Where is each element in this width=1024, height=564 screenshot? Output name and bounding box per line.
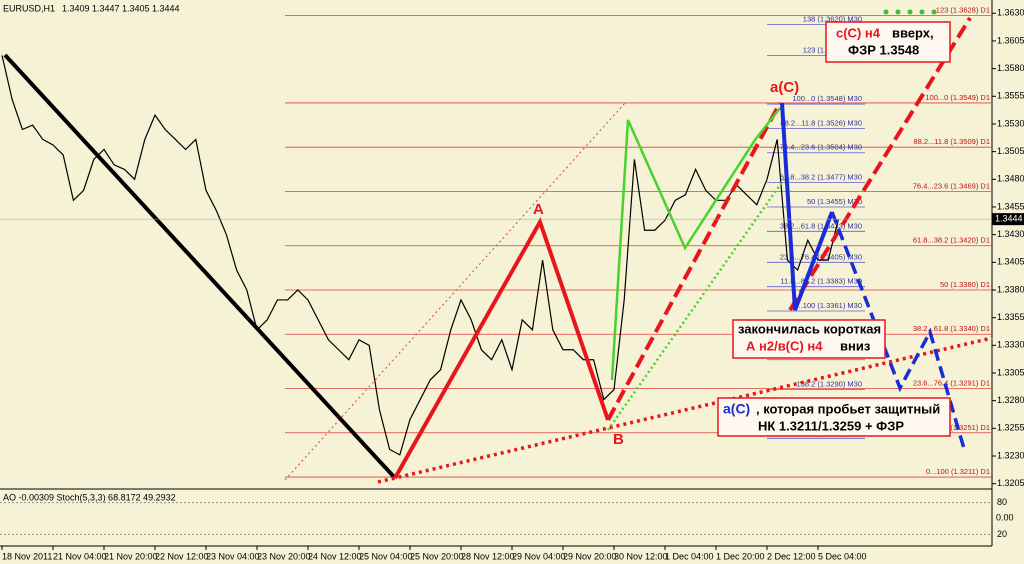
annotation-box [717,397,951,437]
fib-label: 23.6...76.4 (1.3291) D1 [913,378,990,387]
y-tick-label: 1.3255 [997,423,1024,433]
price-line [1,55,839,456]
ao-zero-label: 0.00 [996,512,1014,522]
y-tick-label: 1.3355 [997,312,1024,322]
y-tick-label: 1.3505 [997,146,1024,156]
y-tick-label: 1.3205 [997,478,1024,488]
fib-label: 0...100 (1.3361) M30 [792,301,862,310]
fib-label: 88.2...11.8 (1.3526) M30 [780,118,862,127]
trend-line [606,174,789,431]
y-tick-label: 1.3480 [997,174,1024,184]
fib-label: 123 (1.3628) D1 [936,5,990,14]
ohlc: 1.3447 [92,3,120,13]
fib-label: 50 (1.3380) D1 [940,280,990,289]
fib-label: 100...0 (1.3549) D1 [925,93,990,102]
symbol: EURUSD,H1 [3,3,55,13]
y-tick-label: 1.3605 [997,35,1024,45]
fib-label: 100...0 (1.3548) M30 [792,94,862,103]
annotation: , которая пробьет защитный [756,401,940,416]
x-tick-label: 29 Nov 04:00 [512,551,566,561]
fib-label: 0...100 (1.3211) D1 [926,467,990,476]
indicator-tick-label: 80 [997,497,1007,507]
fib-label: 76.4...23.6 (1.3504) M30 [780,143,862,152]
annotation-box [732,319,886,359]
x-tick-label: 25 Nov 20:00 [410,551,464,561]
x-tick-label: 29 Nov 20:00 [563,551,617,561]
x-tick-label: 21 Nov 20:00 [104,551,158,561]
indicator-label: AO -0.00309 Stoch(5,3,3) 68.8172 49.2932 [3,492,176,502]
fib-label: 11.8...88.2 (1.3251) D1 [913,423,990,432]
y-tick-label: 1.3455 [997,201,1024,211]
dot [919,9,925,15]
y-tick-label: 1.3430 [997,229,1024,239]
wave-line [393,217,610,479]
current-price-box [992,213,1024,226]
annotation: а(С) [723,401,750,417]
x-tick-label: 1 Dec 04:00 [665,551,714,561]
y-tick-label: 1.3405 [997,257,1024,267]
wave-label: a(C) [770,79,799,96]
fib-label: 38.2...61.8 (1.3433) M30 [780,221,862,230]
x-tick-label: 23 Nov 20:00 [257,551,311,561]
wave-line [780,102,834,311]
y-tick-label: 1.3280 [997,395,1024,405]
y-tick-label: 1.3630 [997,8,1024,18]
annotation: закончилась короткая [738,321,881,336]
x-tick-label: 18 Nov 2011 [2,551,52,561]
current-price-label: 1.3444 [995,214,1023,224]
wave-line [830,211,967,453]
fib-label: 76.4...23.6 (1.3469) D1 [913,181,990,190]
x-tick-label: 2 Dec 12:00 [767,551,816,561]
x-tick-label: 21 Nov 04:00 [53,551,107,561]
y-tick-label: 1.3580 [997,63,1024,73]
x-tick-label: 25 Nov 04:00 [359,551,413,561]
fib-label: 61.8...38.2 (1.3420) D1 [913,236,990,245]
dot [895,9,901,15]
wave-line [788,16,972,312]
x-tick-label: 24 Nov 12:00 [308,551,362,561]
x-tick-label: 30 Nov 12:00 [614,551,668,561]
wave-drawings [3,16,993,484]
dot [931,9,937,15]
y-tick-label: 1.3555 [997,91,1024,101]
ohlc: 1.3405 [122,3,150,13]
ohlc: 1.3409 [62,3,90,13]
fib-label: 50 (1.3455) M30 [807,197,862,206]
x-tick-label: 1 Dec 20:00 [716,551,765,561]
wave-line [606,102,782,421]
annotation: ФЗР 1.3548 [848,42,919,57]
y-tick-label: 1.3230 [997,450,1024,460]
y-tick-label: 1.3380 [997,284,1024,294]
annotation: вверх, [892,25,934,40]
x-tick-label: 23 Nov 04:00 [206,551,260,561]
fib-label: 138 (1.3620) M30 [803,14,862,23]
annotation: НК 1.3211/1.3259 + ФЗР [758,418,904,433]
y-tick-label: 1.3330 [997,340,1024,350]
dot [883,9,889,15]
wave-line [610,107,781,381]
x-tick-label: 5 Dec 04:00 [818,551,867,561]
wave-label: B [613,431,624,448]
fib-label: 138.2 (1.3290) M30 [797,380,862,389]
annotation: c(C) н4 [836,25,881,40]
fib-label: 11.8...88.2 (1.3383) M30 [780,277,862,286]
trend-line [377,336,993,484]
dot [907,9,913,15]
fib-label: 61.8...38.2 (1.3477) M30 [780,173,862,182]
wave-line [3,53,397,480]
fib-label: 38.2...61.8 (1.3340) D1 [913,324,990,333]
annotation: А н2/в(С) н4 [746,338,823,353]
x-tick-label: 28 Nov 12:00 [461,551,515,561]
ohlc: 1.3444 [152,3,180,13]
y-tick-label: 1.3530 [997,118,1024,128]
wave-label: A [533,201,544,218]
indicator-tick-label: 20 [997,529,1007,539]
x-tick-label: 22 Nov 12:00 [155,551,209,561]
fib-label: 88.2...11.8 (1.3509) D1 [913,137,990,146]
annotation: вниз [840,338,871,353]
annotation-box [825,21,951,63]
y-tick-label: 1.3305 [997,367,1024,377]
